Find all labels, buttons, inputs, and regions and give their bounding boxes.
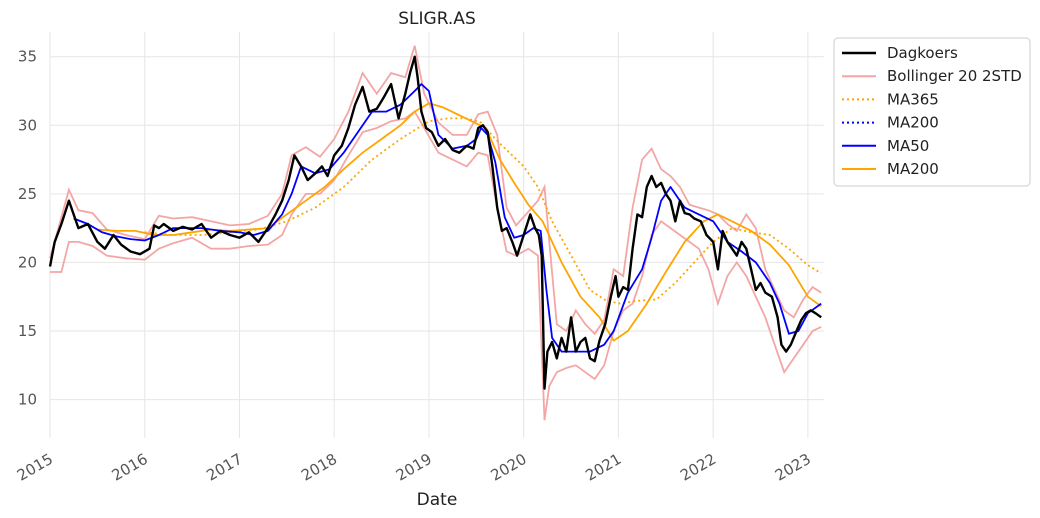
legend-label: MA50 xyxy=(887,137,929,155)
x-tick-label: 2020 xyxy=(488,450,530,485)
x-tick-label: 2017 xyxy=(203,450,245,485)
series-line-4 xyxy=(73,83,822,353)
legend-box xyxy=(833,37,1031,187)
x-tick-label: 2023 xyxy=(772,450,814,485)
y-tick-label: 25 xyxy=(18,185,37,203)
y-tick-label: 10 xyxy=(18,391,37,409)
bollinger-upper-line xyxy=(49,45,822,336)
series-line-2 xyxy=(144,117,822,305)
x-tick-label: 2021 xyxy=(582,450,624,485)
chart-title: SLIGR.AS xyxy=(398,9,475,29)
legend-label: Dagkoers xyxy=(887,44,958,62)
legend-label: MA200 xyxy=(887,160,939,178)
x-tick-label: 2016 xyxy=(109,450,151,485)
legend: Dagkoers Bollinger 20 2STD MA365 MA200 MA50 M… xyxy=(833,37,1031,187)
y-axis: 10 15 20 25 30 35 xyxy=(18,48,37,409)
y-tick-label: 35 xyxy=(18,48,37,66)
x-tick-label: 2015 xyxy=(14,450,56,485)
series-line-0 xyxy=(48,55,822,390)
legend-label: MA365 xyxy=(887,90,939,108)
y-tick-label: 15 xyxy=(18,322,37,340)
x-tick-label: 2019 xyxy=(393,450,435,485)
bollinger-band xyxy=(49,45,822,421)
series-lines xyxy=(48,55,822,390)
legend-label: MA200 xyxy=(887,114,939,132)
y-tick-label: 20 xyxy=(18,253,37,271)
x-axis: 2015 2016 2017 2018 2019 2020 2021 2022 2023 xyxy=(14,450,814,485)
bollinger-lower-line xyxy=(50,110,822,421)
x-tick-label: 2022 xyxy=(677,450,719,485)
y-tick-label: 30 xyxy=(18,116,37,134)
x-axis-label: Date xyxy=(417,490,458,510)
legend-label: Bollinger 20 2STD xyxy=(887,67,1022,85)
x-tick-label: 2018 xyxy=(298,450,340,485)
